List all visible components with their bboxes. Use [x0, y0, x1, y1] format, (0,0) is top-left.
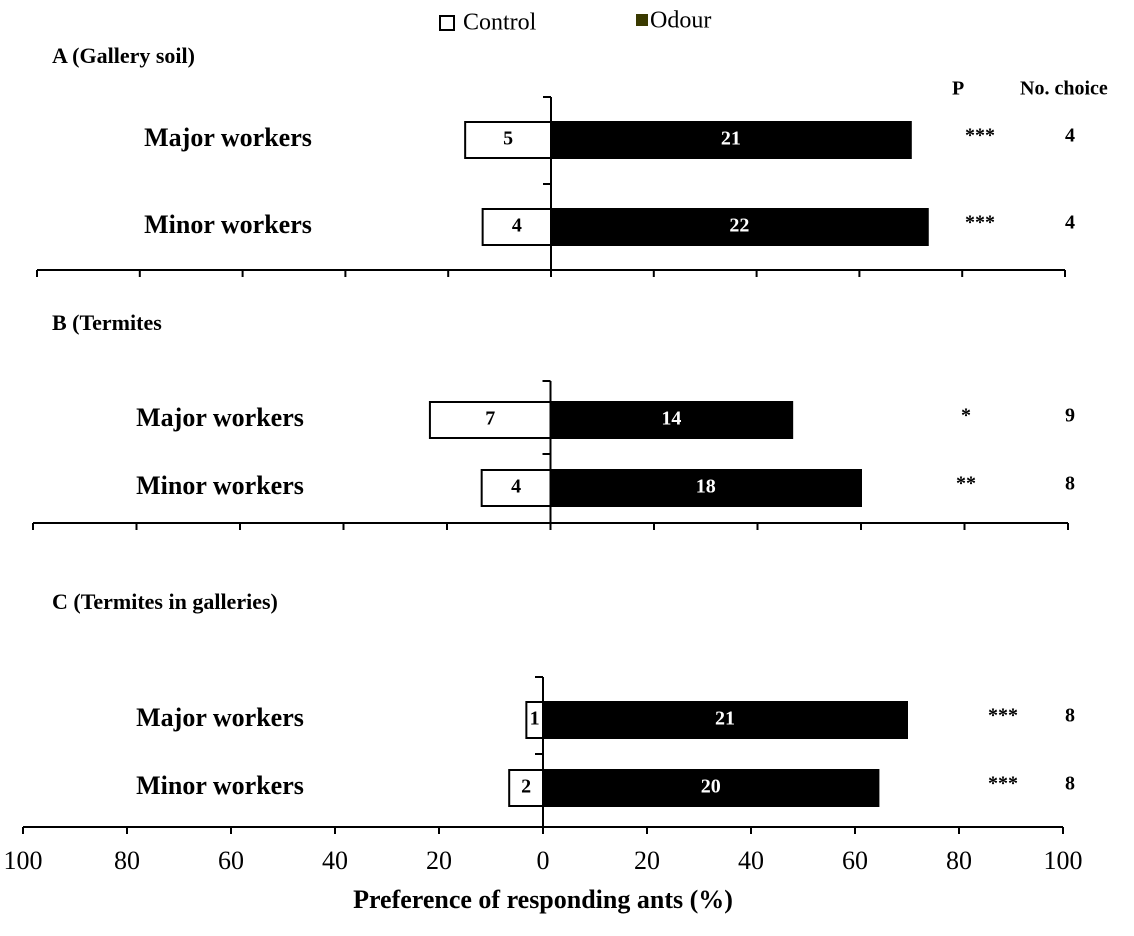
bar — [542, 769, 880, 807]
no-choice: 8 — [1065, 773, 1075, 795]
panel-title: C (Termites in galleries) — [52, 589, 278, 614]
bar-count: 5 — [503, 128, 513, 150]
x-tick-label: 80 — [114, 846, 140, 875]
x-tick-label: 0 — [537, 846, 550, 875]
no-choice: 8 — [1065, 705, 1075, 727]
bar-count: 14 — [661, 408, 681, 430]
x-tick-label: 40 — [322, 846, 348, 875]
legend-label: Control — [463, 10, 537, 36]
significance: *** — [988, 773, 1018, 795]
bar — [428, 401, 552, 439]
significance: *** — [965, 212, 995, 234]
category-label: Minor workers — [136, 771, 304, 800]
legend-swatch-control — [439, 15, 455, 31]
no-choice: 4 — [1065, 125, 1075, 147]
x-axis-label: Preference of responding ants (%) — [353, 885, 733, 914]
bar — [549, 469, 862, 507]
bar-count: 21 — [715, 708, 735, 730]
bar — [464, 121, 552, 159]
category-label: Minor workers — [144, 210, 312, 239]
bar-count: 21 — [721, 128, 741, 150]
legend-label: Odour — [650, 8, 711, 34]
column-header: P — [952, 78, 964, 100]
bar-count: 4 — [512, 215, 522, 237]
x-tick-label: 100 — [4, 846, 43, 875]
x-tick-label: 60 — [842, 846, 868, 875]
bar-count: 2 — [521, 776, 531, 798]
bar — [481, 208, 552, 246]
significance: *** — [965, 125, 995, 147]
significance: ** — [956, 473, 976, 495]
bar — [550, 121, 912, 159]
column-header: No. choice — [1020, 78, 1108, 100]
category-label: Major workers — [144, 123, 312, 152]
bar-count: 4 — [511, 476, 521, 498]
significance: *** — [988, 705, 1018, 727]
category-label: Major workers — [136, 703, 304, 732]
panel-title: A (Gallery soil) — [52, 43, 195, 68]
no-choice: 4 — [1065, 212, 1075, 234]
x-tick-label: 100 — [1044, 846, 1083, 875]
bar-count: 18 — [696, 476, 716, 498]
bar-count: 7 — [485, 408, 495, 430]
significance: * — [961, 405, 971, 427]
no-choice: 8 — [1065, 473, 1075, 495]
bar-count: 20 — [701, 776, 721, 798]
category-label: Major workers — [136, 403, 304, 432]
bar-count: 1 — [530, 708, 540, 730]
x-tick-label: 20 — [634, 846, 660, 875]
bar — [549, 401, 794, 439]
x-tick-label: 20 — [426, 846, 452, 875]
no-choice: 9 — [1065, 405, 1075, 427]
bar-count: 22 — [729, 215, 749, 237]
x-tick-label: 40 — [738, 846, 764, 875]
legend-swatch-odour — [636, 14, 648, 26]
bar — [550, 208, 929, 246]
category-label: Minor workers — [136, 471, 304, 500]
bar — [542, 701, 908, 739]
bar — [480, 469, 552, 507]
panel-title: B (Termites — [52, 310, 162, 335]
x-tick-label: 80 — [946, 846, 972, 875]
x-tick-label: 60 — [218, 846, 244, 875]
